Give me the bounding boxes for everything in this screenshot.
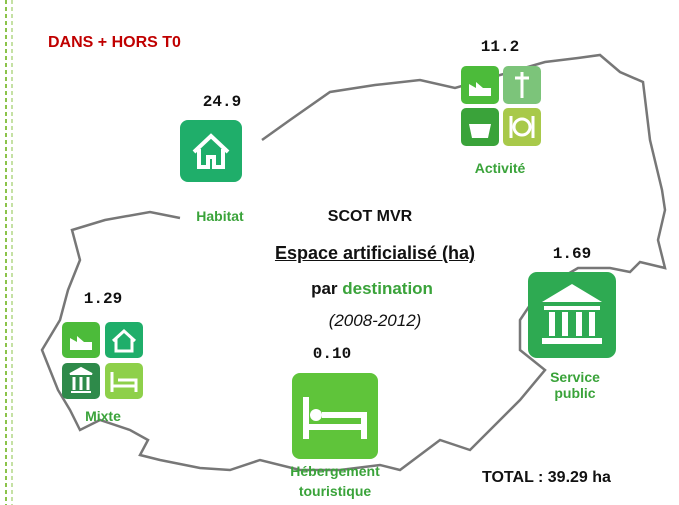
habitat-label: Habitat: [196, 208, 244, 224]
center-period: (2008-2012): [328, 311, 422, 330]
by: par: [311, 279, 338, 298]
mixte-label: Mixte: [85, 408, 121, 424]
hebergement-value: 0.10: [312, 345, 352, 363]
center-by: par destination: [250, 279, 494, 299]
by-highlight: destination: [342, 279, 433, 298]
hebergement-icon: [292, 373, 378, 459]
service-label: Service public: [550, 369, 600, 401]
habitat-value: 24.9: [202, 93, 242, 111]
activite-label: Activité: [474, 160, 526, 176]
mixte-value: 1.29: [83, 290, 123, 308]
mixte-icons: [62, 322, 143, 399]
header: DANS + HORS T0: [48, 34, 181, 51]
activite-value: 11.2: [480, 38, 520, 56]
habitat-icon: [180, 120, 242, 182]
activite-icons: [461, 66, 541, 146]
hebergement-label: Hébergement touristique: [290, 463, 380, 499]
total: TOTAL : 39.29 ha: [482, 469, 611, 486]
service-icon: [528, 272, 616, 358]
service-value: 1.69: [552, 245, 592, 263]
center-subtitle: Espace artificialisé (ha): [274, 243, 476, 263]
center-title: SCOT MVR: [327, 208, 413, 225]
